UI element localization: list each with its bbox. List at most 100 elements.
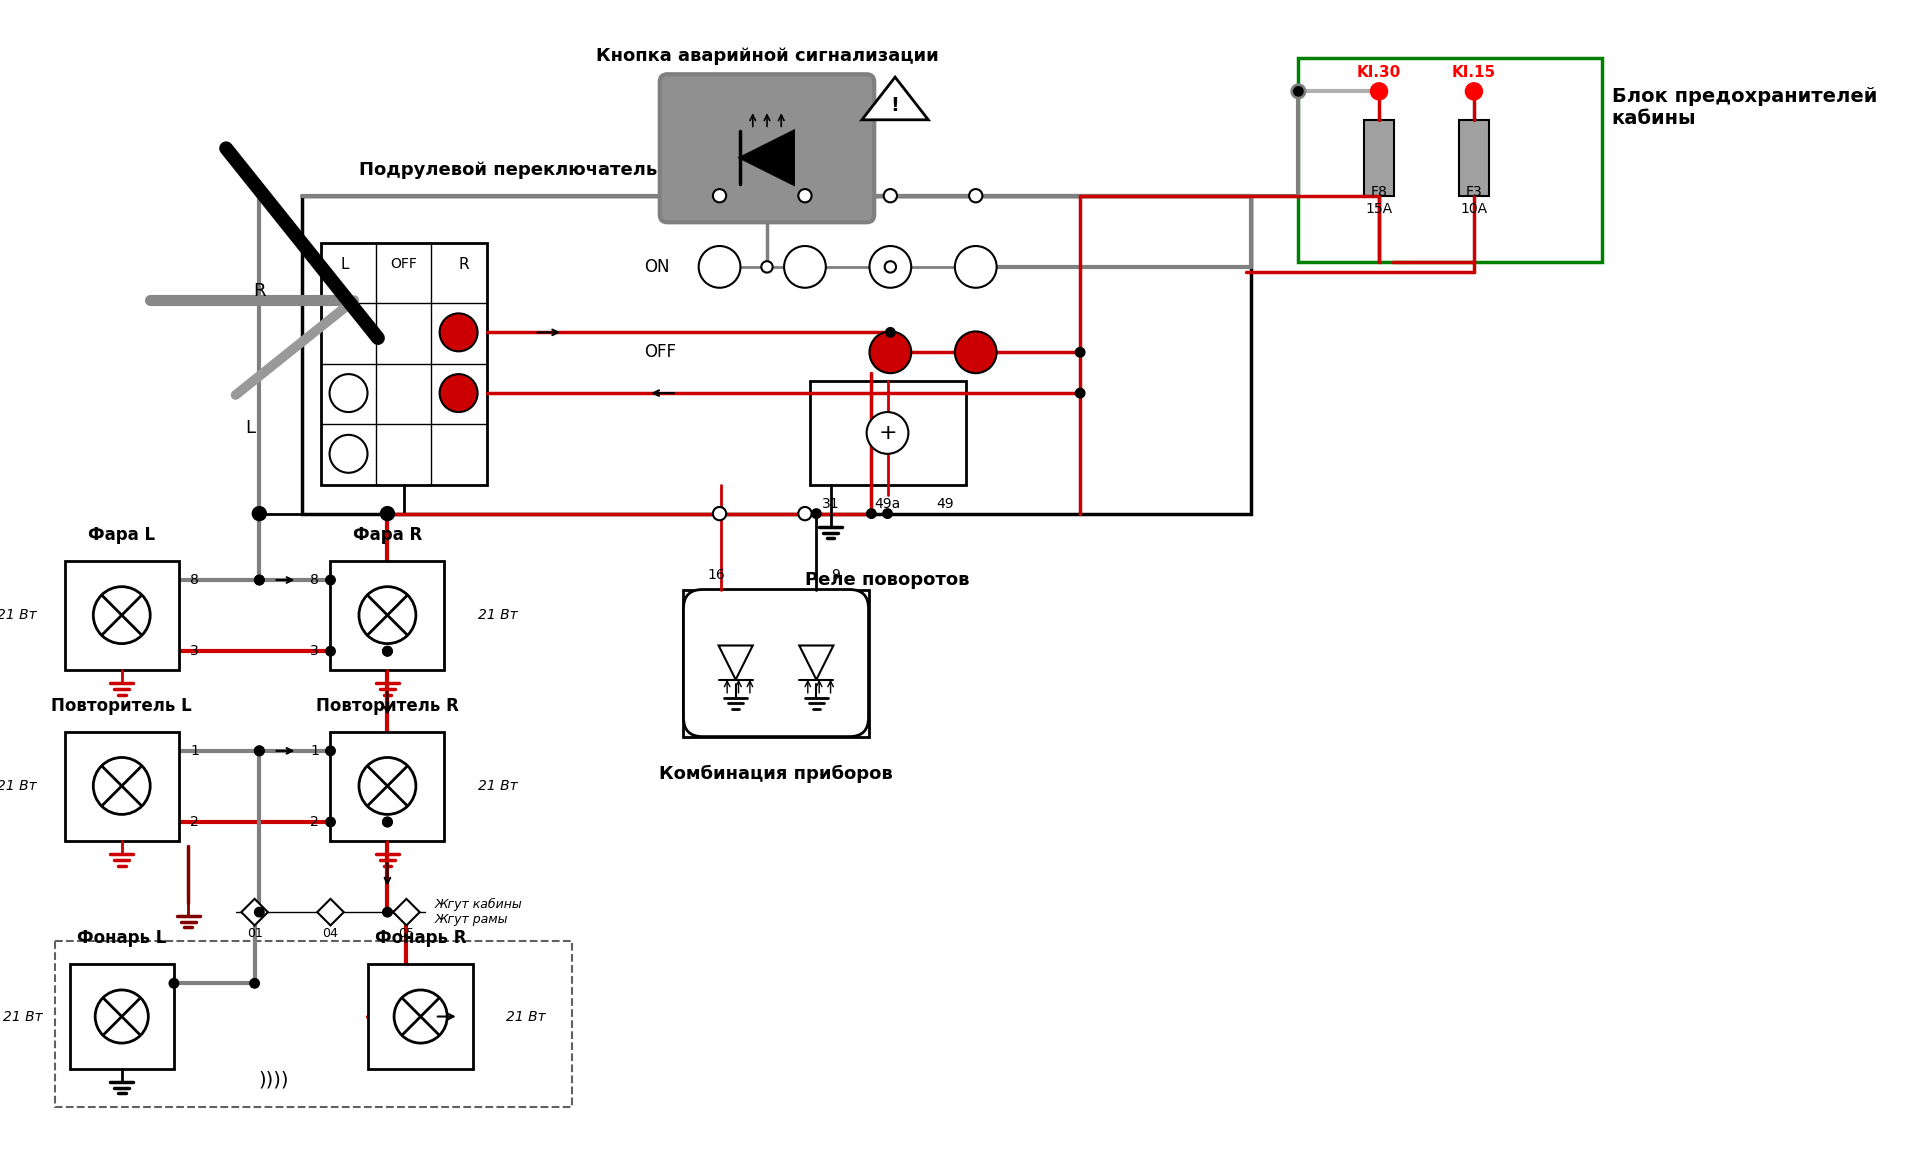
Bar [65,561,179,670]
Circle shape [255,509,265,518]
Circle shape [94,586,150,643]
Polygon shape [741,131,793,185]
Circle shape [1075,388,1085,398]
Bar [1363,120,1394,196]
Polygon shape [799,646,833,679]
Circle shape [382,507,394,519]
Text: )))): )))) [259,1070,288,1089]
Text: 49a: 49a [874,497,900,511]
Circle shape [762,261,772,273]
Text: Жгут кабины: Жгут кабины [434,897,522,911]
Text: KI.15: KI.15 [1452,65,1496,80]
Circle shape [394,990,447,1043]
Circle shape [255,576,265,585]
Circle shape [440,374,478,412]
Circle shape [330,374,367,412]
Bar [321,243,488,485]
Text: Фонарь R: Фонарь R [374,929,467,947]
Circle shape [382,647,392,656]
Text: ON: ON [643,258,670,276]
Text: 2: 2 [311,815,319,829]
Text: Блок предохранителей
кабины: Блок предохранителей кабины [1611,87,1878,128]
Text: 21 Вт: 21 Вт [4,1010,42,1024]
Circle shape [883,189,897,202]
Polygon shape [242,899,269,925]
Circle shape [866,412,908,454]
Circle shape [762,261,772,273]
Bar [684,590,868,736]
Circle shape [382,817,392,827]
Text: Кнопка аварийной сигнализации: Кнопка аварийной сигнализации [595,46,939,65]
Text: +: + [877,423,897,444]
Text: 01: 01 [246,926,263,939]
Bar [69,965,175,1069]
Text: Фара R: Фара R [353,526,422,545]
Bar [330,561,444,670]
Text: 05: 05 [399,926,415,939]
Circle shape [712,507,726,520]
Text: R: R [253,282,265,300]
Text: 49: 49 [937,497,954,511]
Text: Жгут рамы: Жгут рамы [434,914,509,926]
Circle shape [326,647,336,656]
Circle shape [699,246,741,288]
Circle shape [812,509,822,518]
Circle shape [885,261,897,273]
Circle shape [326,747,336,756]
Circle shape [1294,87,1304,96]
Circle shape [1075,347,1085,358]
Circle shape [440,313,478,352]
Circle shape [255,576,265,585]
Text: L: L [340,257,349,272]
Circle shape [255,747,265,756]
Circle shape [1371,82,1388,100]
Circle shape [970,189,983,202]
Text: F3
10А: F3 10А [1461,186,1488,216]
Polygon shape [718,646,753,679]
Circle shape [255,908,265,917]
Text: 3: 3 [311,644,319,658]
Text: OFF: OFF [390,257,417,271]
Circle shape [783,246,826,288]
Circle shape [382,817,392,827]
Circle shape [954,331,996,373]
Text: KI.30: KI.30 [1357,65,1402,80]
Polygon shape [394,899,420,925]
Text: 1: 1 [311,744,319,758]
Text: 3: 3 [190,644,200,658]
Bar [56,940,572,1106]
Circle shape [326,576,336,585]
Circle shape [799,189,812,202]
Circle shape [169,979,179,988]
Circle shape [870,331,912,373]
Text: Фара L: Фара L [88,526,156,545]
Circle shape [250,979,259,988]
Bar [369,965,472,1069]
Circle shape [382,647,392,656]
Text: 1: 1 [190,744,200,758]
Text: 8: 8 [311,574,319,587]
Circle shape [712,189,726,202]
FancyBboxPatch shape [684,590,868,736]
Text: 21 Вт: 21 Вт [0,608,36,622]
Circle shape [954,246,996,288]
Text: 9: 9 [831,568,839,583]
Text: L: L [246,419,255,438]
FancyBboxPatch shape [660,74,874,222]
Circle shape [1292,85,1306,98]
Circle shape [1465,82,1482,100]
Text: OFF: OFF [643,344,676,361]
Circle shape [883,509,893,518]
Text: Повторитель R: Повторитель R [317,697,459,715]
Bar [65,731,179,841]
Circle shape [253,507,267,520]
Bar [1459,120,1490,196]
Text: 21 Вт: 21 Вт [478,608,516,622]
Polygon shape [862,77,927,120]
Text: 04: 04 [323,926,338,939]
Circle shape [799,507,812,520]
Circle shape [866,509,876,518]
Text: !: ! [891,96,900,115]
Bar [301,196,1252,513]
Circle shape [359,757,417,814]
